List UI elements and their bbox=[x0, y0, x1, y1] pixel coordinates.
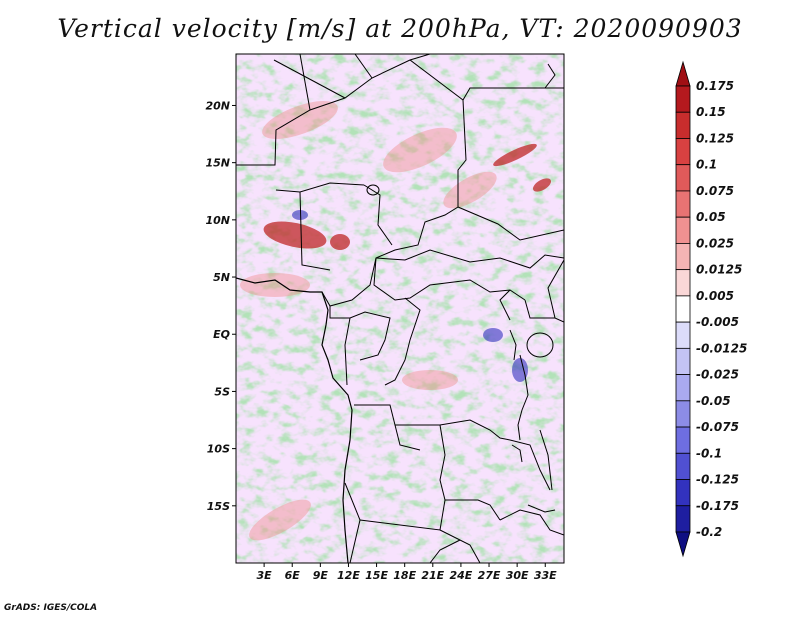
colorbar-label: -0.125 bbox=[696, 473, 739, 487]
lake-chad bbox=[366, 184, 380, 196]
colorbar-swatch bbox=[675, 111, 691, 139]
lon-tick-label: 33E bbox=[534, 569, 557, 582]
map-frame bbox=[235, 53, 565, 564]
lake-victoria bbox=[526, 332, 554, 358]
colorbar-label: -0.075 bbox=[696, 420, 739, 434]
lake-malawi bbox=[539, 429, 553, 491]
colorbar-label: 0.0125 bbox=[696, 263, 742, 277]
lon-tick-label: 24E bbox=[450, 569, 473, 582]
colorbar: 0.175 0.15 0.125 0.1 0.075 0.05 0.025 0.0125 0.0… bbox=[675, 60, 747, 558]
colorbar-swatch bbox=[675, 216, 691, 244]
colorbar-label: -0.0125 bbox=[696, 341, 747, 355]
country-borders bbox=[236, 54, 564, 563]
lon-tick-label: 6E bbox=[285, 569, 301, 582]
colorbar-label: 0.15 bbox=[696, 105, 726, 119]
lon-tick-label: 27E bbox=[478, 569, 501, 582]
velocity-field bbox=[236, 54, 564, 563]
colorbar-label: 0.175 bbox=[696, 79, 734, 93]
colorbar-swatch bbox=[675, 426, 691, 454]
lon-tick-label: 30E bbox=[506, 569, 529, 582]
colorbar-label: 0.1 bbox=[696, 158, 717, 172]
colorbar-swatch bbox=[675, 295, 691, 323]
colorbar-label: -0.175 bbox=[696, 499, 739, 513]
colorbar-label: -0.05 bbox=[696, 394, 731, 408]
colorbar-swatch bbox=[675, 452, 691, 480]
downward-motion-areas bbox=[292, 210, 528, 382]
lat-tick-label: EQ bbox=[213, 328, 230, 341]
colorbar-label: 0.005 bbox=[696, 289, 734, 303]
lat-tick-label: 10S bbox=[207, 443, 230, 456]
lat-tick-label: 5S bbox=[214, 385, 230, 398]
colorbar-swatch bbox=[675, 374, 691, 402]
colorbar-swatch bbox=[675, 164, 691, 192]
lake-albert-edward bbox=[509, 329, 517, 361]
colorbar-label: -0.2 bbox=[696, 525, 722, 539]
colorbar-label: 0.025 bbox=[696, 236, 734, 250]
lat-tick-label: 10N bbox=[205, 214, 230, 227]
coastline bbox=[236, 277, 353, 563]
lat-tick-label: 20N bbox=[205, 99, 230, 112]
colorbar-label: 0.075 bbox=[696, 184, 734, 198]
lat-tick-label: 15N bbox=[205, 157, 230, 170]
lake-kariba bbox=[527, 504, 556, 513]
lon-tick-label: 3E bbox=[257, 569, 273, 582]
colorbar-swatch bbox=[675, 85, 691, 113]
lon-tick-label: 9E bbox=[313, 569, 329, 582]
lat-tick-label: 5N bbox=[213, 271, 230, 284]
upward-motion-areas bbox=[263, 143, 552, 250]
colorbar-swatch bbox=[675, 400, 691, 428]
lake-tanganyika bbox=[517, 354, 529, 441]
credit-text: GrADS: IGES/COLA bbox=[4, 603, 98, 613]
colorbar-label: 0.125 bbox=[696, 131, 734, 145]
lake-mweru bbox=[511, 444, 523, 463]
colorbar-swatch bbox=[675, 505, 691, 533]
latitude-axis: 20N 15N 10N 5N EQ 5S 10S 15S bbox=[205, 99, 236, 513]
lon-tick-label: 12E bbox=[337, 569, 360, 582]
lat-tick-label: 15S bbox=[207, 500, 230, 513]
colorbar-swatch bbox=[675, 531, 691, 558]
colorbar-label: -0.005 bbox=[696, 315, 739, 329]
colorbar-label: -0.1 bbox=[696, 446, 722, 460]
colorbar-swatch bbox=[675, 60, 691, 87]
colorbar-label: -0.025 bbox=[696, 368, 739, 382]
lon-tick-label: 18E bbox=[393, 569, 416, 582]
colorbar-swatch bbox=[675, 347, 691, 375]
colorbar-swatch bbox=[675, 479, 691, 507]
colorbar-swatch bbox=[675, 269, 691, 297]
lon-tick-label: 15E bbox=[365, 569, 388, 582]
lakes bbox=[366, 184, 556, 513]
colorbar-swatch bbox=[675, 243, 691, 271]
colorbar-label: 0.05 bbox=[696, 210, 726, 224]
map-title: Vertical velocity [m/s] at 200hPa, VT: 2… bbox=[57, 14, 743, 43]
colorbar-swatch bbox=[675, 321, 691, 349]
longitude-axis: 3E 6E 9E 12E 15E 18E 21E 24E 27E 30E 33E bbox=[257, 563, 557, 582]
lon-tick-label: 21E bbox=[421, 569, 444, 582]
colorbar-swatch bbox=[675, 138, 691, 166]
colorbar-swatch bbox=[675, 190, 691, 218]
weak-upward-areas bbox=[240, 101, 497, 541]
